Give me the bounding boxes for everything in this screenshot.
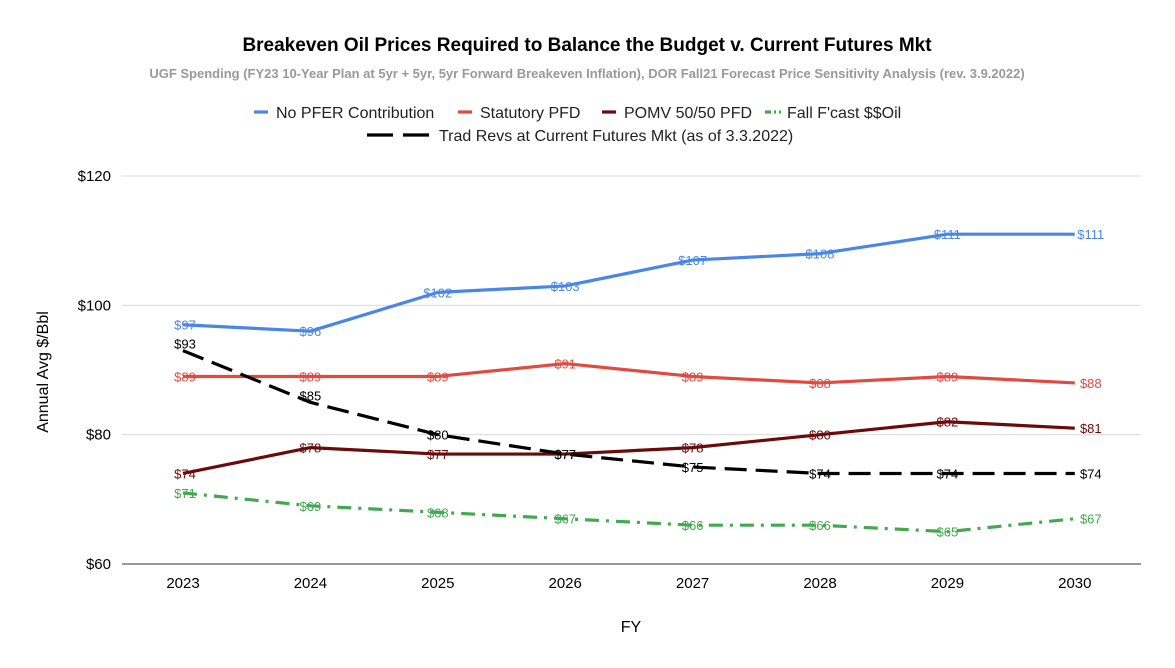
data-label: $108	[806, 247, 835, 262]
legend-label: Trad Revs at Current Futures Mkt (as of …	[439, 128, 793, 145]
x-tick-label: 2025	[421, 575, 454, 592]
data-label: $93	[174, 337, 196, 352]
data-label: $65	[937, 525, 959, 540]
y-tick-label: $120	[78, 168, 111, 185]
data-label: $89	[300, 369, 322, 384]
data-label: $74	[174, 466, 196, 481]
data-label: $78	[682, 441, 704, 456]
y-axis-title: Annual Avg $/Bbl	[35, 311, 52, 433]
series-line	[183, 361, 1075, 385]
series-line	[182, 491, 1075, 534]
data-labels: $97 $96 $102 $103 $107 $108 $111 $111 $89 $89 $89 $…	[174, 227, 1104, 539]
y-tick-label: $60	[86, 556, 111, 573]
y-axis: $60 $80 $100 $120	[78, 168, 111, 573]
chart-subtitle: UGF Spending (FY23 10-Year Plan at 5yr +…	[149, 66, 1024, 81]
data-label: $71	[174, 486, 196, 501]
data-label: $74	[937, 466, 959, 481]
data-label: $89	[682, 369, 704, 384]
data-label: $67	[1080, 512, 1102, 527]
data-label: $78	[300, 441, 322, 456]
x-tick-label: 2027	[676, 575, 709, 592]
data-label: $91	[554, 357, 576, 372]
data-label: $89	[937, 369, 959, 384]
data-label: $66	[682, 518, 704, 533]
data-label: $111	[1077, 227, 1104, 242]
chart-title: Breakeven Oil Prices Required to Balance…	[242, 35, 932, 56]
data-label: $107	[678, 253, 707, 268]
data-label: $82	[937, 415, 959, 430]
y-tick-label: $100	[78, 297, 111, 314]
x-tick-label: 2028	[803, 575, 836, 592]
x-tick-label: 2024	[294, 575, 327, 592]
data-label: $69	[300, 499, 322, 514]
legend: No PFER Contribution Statutory PFD POMV 50…	[254, 105, 901, 145]
data-label: $103	[551, 279, 580, 294]
series-lines	[182, 232, 1075, 534]
legend-label: No PFER Contribution	[276, 105, 434, 122]
data-label: $89	[174, 369, 196, 384]
data-label: $77	[554, 447, 576, 462]
legend-label: Fall F'cast $$Oil	[787, 105, 901, 122]
series-line	[182, 349, 1075, 476]
y-tick-label: $80	[86, 427, 111, 444]
data-label: $102	[423, 285, 452, 300]
data-label: $68	[427, 505, 449, 520]
legend-label: Statutory PFD	[480, 105, 580, 122]
data-label: $97	[174, 318, 196, 333]
data-label: $111	[934, 227, 961, 242]
data-label: $80	[427, 428, 449, 443]
x-tick-label: 2026	[549, 575, 582, 592]
data-label: $74	[1080, 466, 1102, 481]
series-line	[182, 420, 1075, 476]
data-label: $66	[809, 518, 831, 533]
data-label: $81	[1080, 421, 1102, 436]
x-axis: 2023 2024 2025 2026 2027 2028 2029 2030	[166, 575, 1091, 592]
data-label: $96	[300, 324, 322, 339]
data-label: $67	[554, 512, 576, 527]
data-label: $85	[300, 388, 322, 403]
data-label: $74	[809, 466, 831, 481]
data-label: $88	[1080, 376, 1102, 391]
data-label: $80	[809, 428, 831, 443]
series-line	[182, 232, 1075, 333]
legend-label: POMV 50/50 PFD	[624, 105, 752, 122]
data-label: $88	[809, 376, 831, 391]
x-tick-label: 2023	[166, 575, 199, 592]
x-tick-label: 2029	[931, 575, 964, 592]
data-label: $77	[554, 447, 576, 462]
data-label: $77	[427, 447, 449, 462]
gridlines	[122, 175, 1141, 565]
data-label: $89	[427, 369, 449, 384]
x-tick-label: 2030	[1058, 575, 1091, 592]
x-axis-title: FY	[621, 619, 642, 636]
data-label: $75	[682, 460, 704, 475]
